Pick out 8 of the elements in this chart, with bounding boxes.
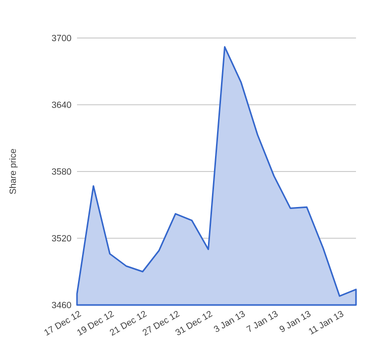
y-tick-label: 3580: [52, 168, 72, 175]
y-tick-label: 3520: [52, 235, 72, 242]
y-tick-label: 3460: [52, 302, 72, 308]
x-tick-label: 3 Jan 13: [214, 310, 245, 332]
x-tick-label: 7 Jan 13: [246, 310, 278, 332]
y-tick-label: 3640: [52, 102, 72, 108]
y-axis-title: Share price: [9, 148, 18, 194]
y-tick-label: 3700: [52, 34, 72, 42]
